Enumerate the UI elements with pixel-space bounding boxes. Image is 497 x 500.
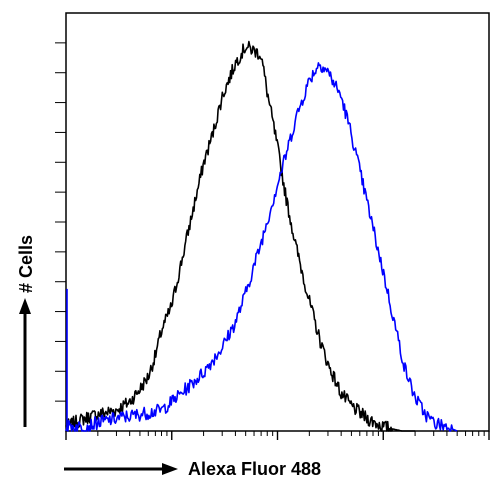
histogram-series-black bbox=[65, 40, 416, 432]
x-axis-ticks bbox=[65, 431, 490, 440]
x-axis-label: Alexa Fluor 488 bbox=[188, 459, 321, 479]
plot-frame bbox=[65, 12, 490, 432]
y-axis-ticks bbox=[55, 42, 66, 402]
y-axis-label: # Cells bbox=[16, 235, 36, 293]
histogram-series-blue bbox=[65, 62, 458, 432]
y-axis-arrow-head bbox=[19, 298, 31, 314]
x-axis-arrow-head bbox=[162, 463, 178, 475]
series-group bbox=[65, 40, 458, 432]
